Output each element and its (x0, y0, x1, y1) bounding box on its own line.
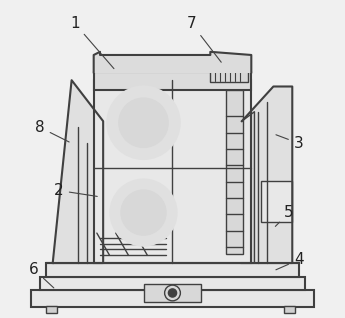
Text: 7: 7 (187, 16, 221, 62)
Bar (31, 290, 314, 307)
Circle shape (119, 98, 168, 148)
Bar (94, 80, 251, 263)
Polygon shape (53, 80, 103, 263)
Circle shape (107, 86, 180, 159)
Bar (210, 65, 248, 82)
Bar (144, 284, 201, 302)
Circle shape (121, 190, 166, 235)
Bar (47, 263, 298, 277)
Bar (47, 306, 58, 314)
Text: 4: 4 (276, 252, 303, 270)
Text: 8: 8 (35, 120, 69, 142)
Bar (261, 181, 292, 222)
Bar (94, 72, 251, 90)
Bar (284, 306, 295, 314)
Bar (226, 90, 244, 253)
Circle shape (110, 179, 177, 246)
Text: 6: 6 (29, 262, 54, 288)
Bar (40, 277, 305, 290)
Text: 1: 1 (70, 16, 114, 69)
Circle shape (168, 289, 177, 297)
Text: 5: 5 (275, 205, 294, 226)
Text: 2: 2 (54, 183, 97, 198)
Polygon shape (242, 86, 292, 263)
Polygon shape (94, 52, 251, 72)
Polygon shape (242, 112, 255, 263)
Text: 3: 3 (276, 135, 304, 151)
